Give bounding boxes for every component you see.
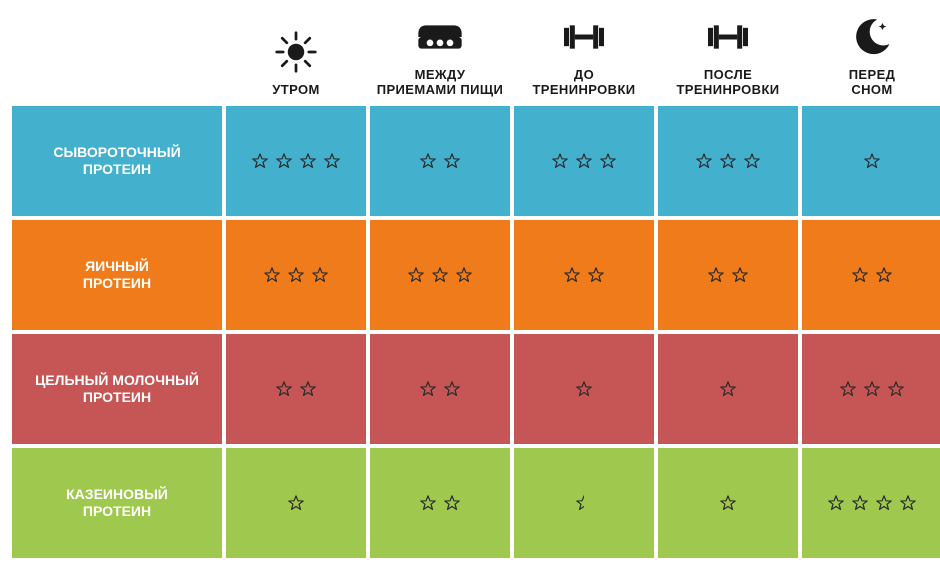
star-icon <box>575 380 593 398</box>
cell-whey-before <box>514 106 654 216</box>
col-label: ПЕРЕД СНОМ <box>849 68 896 98</box>
cell-egg-morning <box>226 220 366 330</box>
star-icon <box>551 152 569 170</box>
col-label: УТРОМ <box>272 83 319 98</box>
cell-egg-night <box>802 220 940 330</box>
corner-spacer <box>12 12 222 102</box>
star-icon <box>563 266 581 284</box>
star-icon <box>455 266 473 284</box>
star-icon <box>719 152 737 170</box>
cell-milk-morning <box>226 334 366 444</box>
star-icon <box>599 152 617 170</box>
sun-icon <box>274 29 318 75</box>
star-icon <box>719 380 737 398</box>
star-icon <box>695 152 713 170</box>
cell-egg-after <box>658 220 798 330</box>
col-header-night: ПЕРЕД СНОМ <box>802 12 940 102</box>
row-header-casein: КАЗЕИНОВЫЙ ПРОТЕИН <box>12 448 222 558</box>
star-icon <box>443 494 461 512</box>
star-icon <box>863 380 881 398</box>
star-icon <box>827 494 845 512</box>
star-icon <box>431 266 449 284</box>
star-icon <box>839 380 857 398</box>
col-label: МЕЖДУ ПРИЕМАМИ ПИЩИ <box>377 68 504 98</box>
star-icon <box>311 266 329 284</box>
col-header-between: МЕЖДУ ПРИЕМАМИ ПИЩИ <box>370 12 510 102</box>
star-icon <box>707 266 725 284</box>
cell-whey-morning <box>226 106 366 216</box>
cell-milk-night <box>802 334 940 444</box>
cell-casein-between <box>370 448 510 558</box>
cell-casein-before <box>514 448 654 558</box>
cell-milk-after <box>658 334 798 444</box>
dumbbell-icon <box>559 14 609 60</box>
moon-icon <box>851 14 893 60</box>
star-icon <box>275 152 293 170</box>
star-icon <box>275 380 293 398</box>
star-icon <box>407 266 425 284</box>
row-header-milk: ЦЕЛЬНЫЙ МОЛОЧНЫЙ ПРОТЕИН <box>12 334 222 444</box>
star-icon <box>875 494 893 512</box>
star-icon <box>731 266 749 284</box>
row-header-whey: СЫВОРОТОЧНЫЙ ПРОТЕИН <box>12 106 222 216</box>
star-icon <box>587 266 605 284</box>
star-icon <box>851 494 869 512</box>
col-header-morning: УТРОМ <box>226 12 366 102</box>
star-icon <box>443 380 461 398</box>
star-icon <box>263 266 281 284</box>
star-icon <box>875 266 893 284</box>
cell-casein-after <box>658 448 798 558</box>
star-icon <box>863 152 881 170</box>
cell-milk-between <box>370 334 510 444</box>
star-icon <box>575 152 593 170</box>
star-icon <box>299 152 317 170</box>
col-header-after: ПОСЛЕ ТРЕНИНРОВКИ <box>658 12 798 102</box>
star-icon <box>743 152 761 170</box>
star-icon <box>299 380 317 398</box>
protein-timing-table: УТРОМ МЕЖДУ ПРИЕМАМИ ПИЩИ ДО ТРЕНИНРОВКИ… <box>12 12 928 558</box>
col-label: ДО ТРЕНИНРОВКИ <box>532 68 635 98</box>
star-icon <box>575 494 593 512</box>
star-icon <box>719 494 737 512</box>
col-label: ПОСЛЕ ТРЕНИНРОВКИ <box>676 68 779 98</box>
cell-casein-night <box>802 448 940 558</box>
col-header-before: ДО ТРЕНИНРОВКИ <box>514 12 654 102</box>
star-icon <box>323 152 341 170</box>
star-icon <box>899 494 917 512</box>
cell-egg-before <box>514 220 654 330</box>
cell-milk-before <box>514 334 654 444</box>
star-icon <box>851 266 869 284</box>
row-header-egg: ЯИЧНЫЙ ПРОТЕИН <box>12 220 222 330</box>
star-icon <box>287 266 305 284</box>
cell-whey-after <box>658 106 798 216</box>
cell-casein-morning <box>226 448 366 558</box>
dumbbell-icon <box>703 14 753 60</box>
star-icon <box>419 494 437 512</box>
star-icon <box>419 380 437 398</box>
star-icon <box>443 152 461 170</box>
star-icon <box>287 494 305 512</box>
cell-whey-night <box>802 106 940 216</box>
star-icon <box>419 152 437 170</box>
cell-egg-between <box>370 220 510 330</box>
eggs-icon <box>415 14 465 60</box>
star-icon <box>887 380 905 398</box>
cell-whey-between <box>370 106 510 216</box>
star-icon <box>251 152 269 170</box>
